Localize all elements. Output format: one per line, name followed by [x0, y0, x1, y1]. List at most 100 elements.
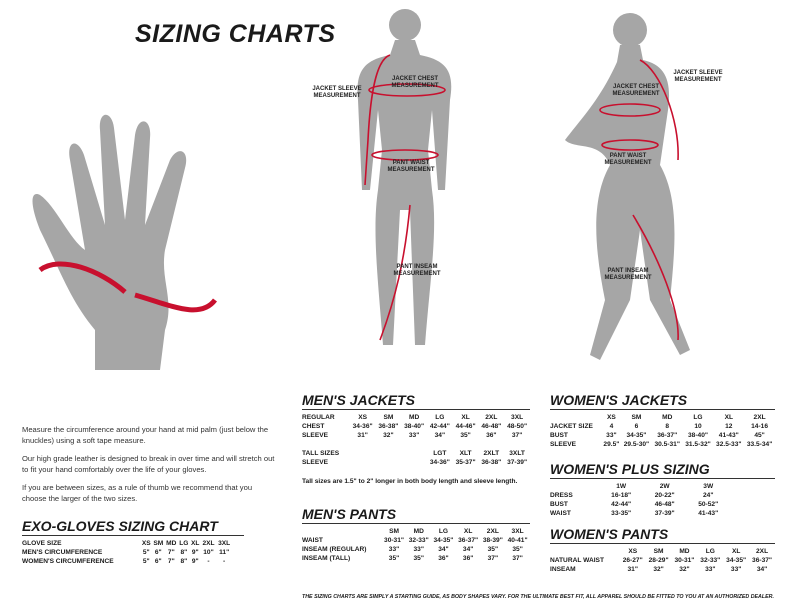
- table-cell: 33": [408, 432, 420, 439]
- table-cell: 2W: [659, 483, 670, 490]
- table-cell: SM: [383, 414, 394, 421]
- table-cell: [427, 440, 453, 449]
- table-cell: 3XL: [218, 540, 231, 547]
- table-cell: 14-16: [751, 423, 769, 430]
- row-label: INSEAM: [550, 566, 576, 573]
- table-cell: 33-35": [611, 510, 632, 517]
- table-cell: SM: [653, 548, 664, 555]
- womens-pants-title: WOMEN'S PANTS: [550, 526, 775, 544]
- table-row: DRESS 16-18" 20-22" 24": [550, 491, 730, 500]
- disclaimer: THE SIZING CHARTS ARE SIMPLY A STARTING …: [302, 594, 774, 600]
- hand-measure-arrows: [38, 261, 217, 313]
- table-cell: 4: [609, 423, 614, 430]
- table-cell: 7": [167, 558, 175, 565]
- row-label: GLOVE SIZE: [22, 540, 62, 547]
- hand-figure: [32, 114, 187, 370]
- table-cell: 36": [438, 555, 449, 562]
- table-cell: 38-40": [404, 423, 425, 430]
- table-cell: 46-48": [481, 423, 502, 430]
- table-cell: 34-36": [429, 459, 450, 466]
- section-womens-plus: WOMEN'S PLUS SIZING 1W 2W 3W DRESS 16-18" 20-…: [550, 461, 775, 518]
- table-cell: XS: [607, 414, 616, 421]
- table-cell: 37": [487, 555, 499, 562]
- table-row: SLEEVE 29.5" 29.5-30" 30.5-31" 31.5-32" 32.5-…: [550, 440, 775, 449]
- table-row: INSEAM (REGULAR) 33" 33" 34" 34" 35" 35": [302, 545, 530, 554]
- table-cell: LG: [438, 528, 449, 535]
- table-cell: [376, 458, 402, 467]
- table-cell: [350, 458, 376, 467]
- table-row: [302, 440, 530, 449]
- row-label: INSEAM (REGULAR): [302, 546, 367, 553]
- table-cell: 35": [460, 432, 471, 439]
- table-row: GLOVE SIZE XS SM MD LG XL 2XL 3XL: [22, 539, 232, 548]
- table-cell: 20-22": [654, 492, 675, 499]
- table-cell: LG: [693, 414, 703, 421]
- table-cell: 41-43": [698, 510, 719, 517]
- label-pant-inseam-men: PANT INSEAM MEASUREMENT: [393, 264, 441, 277]
- table-cell: MD: [679, 548, 690, 555]
- table-cell: MD: [166, 540, 177, 547]
- glove-text-2: Our high grade leather is designed to br…: [22, 454, 275, 474]
- table-cell: 36-37": [458, 537, 479, 544]
- row-label: DRESS: [550, 492, 573, 499]
- table-cell: 34": [438, 546, 449, 553]
- table-cell: 3XL: [511, 414, 524, 421]
- table-cell: 34": [756, 566, 768, 573]
- table-row: SLEEVE 31" 32" 33" 34" 35" 36" 37": [302, 431, 530, 440]
- table-cell: 33": [413, 546, 424, 553]
- table-row: 1W 2W 3W: [550, 482, 730, 491]
- table-row: TALL SIZES LGT XLT 2XLT 3XLT: [302, 449, 530, 458]
- table-cell: 35": [487, 546, 499, 553]
- table-cell: 48-50": [507, 423, 528, 430]
- table-cell: 1W: [616, 483, 627, 490]
- table-row: WAIST 33-35" 37-39" 41-43": [550, 509, 730, 518]
- table-cell: [376, 449, 402, 458]
- table-cell: LG: [435, 414, 445, 421]
- table-row: SM MD LG XL 2XL 3XL: [302, 527, 530, 536]
- row-label: [550, 547, 620, 556]
- womens-jackets-table: XS SM MD LG XL 2XL JACKET SIZE 4 6 8 10 12 14-16 BUST…: [550, 413, 775, 449]
- page-title: SIZING CHARTS: [135, 20, 336, 48]
- gloves-title: EXO-GLOVES SIZING CHART: [22, 518, 244, 536]
- row-label: INSEAM (TALL): [302, 555, 351, 562]
- table-row: INSEAM 31" 32" 32" 33" 33" 34": [550, 565, 775, 574]
- table-cell: 26-27": [622, 557, 643, 564]
- row-label: [550, 413, 602, 422]
- table-cell: [350, 449, 376, 458]
- table-cell: [350, 440, 376, 449]
- table-cell: 34-35": [433, 537, 454, 544]
- row-label: WAIST: [302, 537, 323, 544]
- table-row: MEN'S CIRCUMFERENCE 5" 6" 7" 8" 9" 10" 11": [22, 548, 232, 557]
- table-cell: 37": [512, 555, 523, 562]
- table-row: BUST 33" 34-35" 36-37" 38-40" 41-43" 45": [550, 431, 775, 440]
- row-label: SLEEVE: [302, 432, 329, 439]
- table-cell: 24": [702, 492, 714, 499]
- table-cell: [478, 440, 504, 449]
- glove-text-3: If you are between sizes, as a rule of t…: [22, 483, 253, 503]
- table-cell: XS: [628, 548, 638, 555]
- table-cell: XS: [358, 414, 368, 421]
- table-cell: XL: [724, 414, 733, 421]
- table-cell: 38-39": [482, 537, 503, 544]
- row-label: [302, 440, 350, 449]
- table-cell: 37": [511, 432, 523, 439]
- table-cell: 6: [634, 423, 639, 430]
- table-cell: 45": [754, 432, 765, 439]
- measurement-lines: [364, 54, 679, 341]
- table-cell: 12: [725, 423, 733, 430]
- table-cell: 33.5-34": [746, 441, 773, 448]
- row-label: MEN'S CIRCUMFERENCE: [22, 549, 103, 556]
- table-cell: 33": [705, 566, 716, 573]
- table-cell: 2XLT: [483, 450, 500, 457]
- table-row: WAIST 30-31" 32-33" 34-35" 36-37" 38-39" 40-41…: [302, 536, 530, 545]
- table-cell: 35": [388, 555, 400, 562]
- table-cell: MD: [408, 414, 420, 421]
- table-cell: 8": [180, 558, 188, 565]
- table-cell: 29.5": [603, 441, 620, 448]
- table-cell: 32": [383, 432, 394, 439]
- section-gloves: EXO-GLOVES SIZING CHART GLOVE SIZE XS SM MD…: [22, 518, 244, 566]
- table-cell: XLT: [459, 450, 472, 457]
- table-cell: 31.5-32": [685, 441, 711, 448]
- table-cell: 31": [627, 566, 638, 573]
